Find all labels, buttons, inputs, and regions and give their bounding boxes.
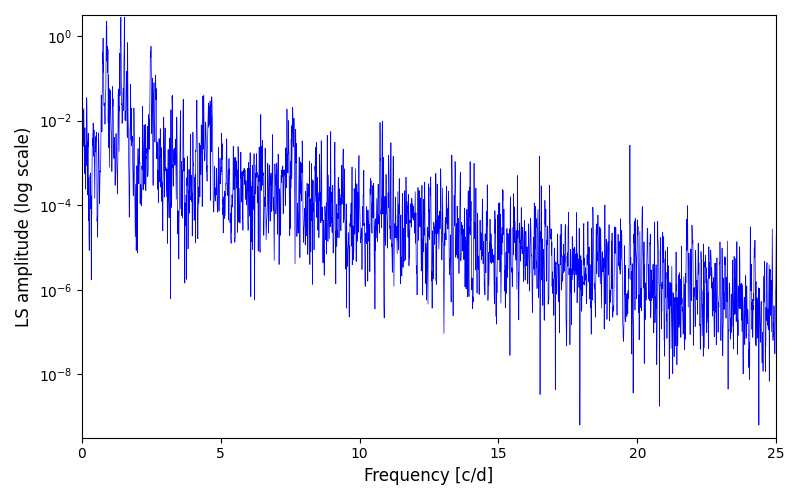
Y-axis label: LS amplitude (log scale): LS amplitude (log scale) (15, 126, 33, 326)
X-axis label: Frequency [c/d]: Frequency [c/d] (364, 467, 494, 485)
